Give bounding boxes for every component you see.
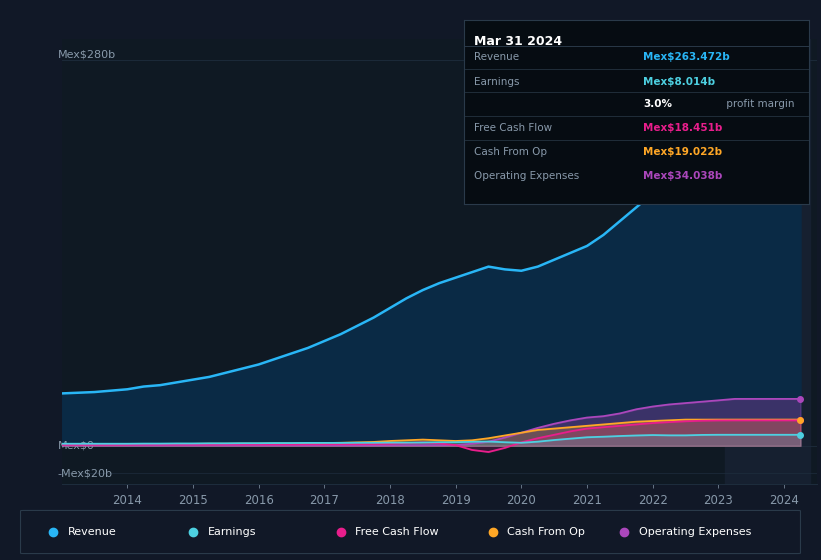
Text: Operating Expenses: Operating Expenses [639,527,751,537]
Text: 3.0%: 3.0% [643,99,672,109]
Text: Cash From Op: Cash From Op [507,527,585,537]
Text: Free Cash Flow: Free Cash Flow [355,527,439,537]
Text: Earnings: Earnings [475,77,520,86]
Text: Operating Expenses: Operating Expenses [475,171,580,181]
Text: profit margin: profit margin [723,99,795,109]
Text: Mex$0: Mex$0 [57,441,94,451]
Text: -Mex$20b: -Mex$20b [57,468,112,478]
Text: Revenue: Revenue [68,527,117,537]
Text: Mex$19.022b: Mex$19.022b [643,147,722,157]
Text: Mex$8.014b: Mex$8.014b [643,77,715,86]
Text: Mex$263.472b: Mex$263.472b [643,53,730,63]
Text: Free Cash Flow: Free Cash Flow [475,123,553,133]
Text: Revenue: Revenue [475,53,520,63]
Text: Earnings: Earnings [208,527,256,537]
Text: Mex$280b: Mex$280b [57,50,116,60]
Text: Cash From Op: Cash From Op [475,147,548,157]
Text: Mex$34.038b: Mex$34.038b [643,171,722,181]
Bar [725,39,810,484]
Text: Mex$18.451b: Mex$18.451b [643,123,722,133]
Text: Mar 31 2024: Mar 31 2024 [475,35,562,48]
